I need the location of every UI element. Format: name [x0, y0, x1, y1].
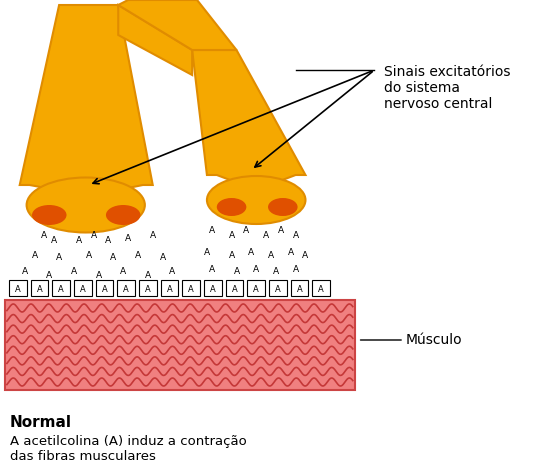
FancyBboxPatch shape [182, 280, 200, 296]
Text: A: A [31, 250, 37, 259]
Text: A: A [167, 284, 172, 293]
Text: A: A [254, 284, 259, 293]
FancyBboxPatch shape [312, 280, 330, 296]
Polygon shape [20, 5, 153, 195]
Text: A: A [145, 284, 151, 293]
FancyBboxPatch shape [96, 280, 113, 296]
Text: A: A [204, 247, 210, 256]
Text: A: A [229, 250, 235, 259]
Polygon shape [118, 5, 192, 75]
Text: A: A [22, 267, 28, 276]
FancyBboxPatch shape [30, 280, 48, 296]
Text: A: A [233, 267, 239, 276]
Text: A: A [288, 247, 294, 256]
Text: A: A [243, 226, 249, 235]
Text: A: A [15, 284, 21, 293]
Text: A: A [209, 226, 215, 235]
Text: A: A [46, 271, 52, 280]
Text: A: A [169, 267, 175, 276]
Text: A: A [232, 284, 237, 293]
Text: A: A [102, 284, 108, 293]
Ellipse shape [27, 177, 145, 233]
Text: A: A [120, 267, 126, 276]
Text: A: A [56, 254, 62, 263]
FancyBboxPatch shape [74, 280, 92, 296]
FancyBboxPatch shape [269, 280, 287, 296]
Ellipse shape [32, 205, 66, 225]
Text: A: A [253, 265, 259, 274]
Text: A: A [275, 284, 281, 293]
Text: A: A [41, 230, 47, 239]
Text: A: A [293, 265, 299, 274]
Text: A: A [76, 236, 82, 245]
Text: A: A [248, 247, 254, 256]
Text: A: A [91, 230, 97, 239]
FancyBboxPatch shape [52, 280, 70, 296]
Text: A: A [80, 284, 86, 293]
Text: A: A [188, 284, 194, 293]
FancyBboxPatch shape [161, 280, 178, 296]
Text: Sinais excitatórios
do sistema
nervoso central: Sinais excitatórios do sistema nervoso c… [384, 65, 511, 111]
Text: A: A [273, 267, 279, 276]
FancyBboxPatch shape [117, 280, 135, 296]
FancyBboxPatch shape [5, 300, 355, 390]
Text: A: A [135, 250, 141, 259]
Text: A: A [278, 226, 284, 235]
Text: A: A [210, 284, 216, 293]
Ellipse shape [217, 198, 247, 216]
Text: A: A [268, 250, 274, 259]
FancyBboxPatch shape [139, 280, 157, 296]
Text: A acetilcolina (A) induz a contração
das fibras musculares: A acetilcolina (A) induz a contração das… [10, 435, 247, 463]
Polygon shape [192, 50, 306, 188]
Text: A: A [318, 284, 324, 293]
Text: A: A [86, 250, 92, 259]
Text: A: A [96, 271, 102, 280]
Text: A: A [125, 234, 131, 243]
Text: Músculo: Músculo [406, 333, 463, 347]
Text: A: A [160, 254, 166, 263]
Text: A: A [229, 230, 235, 239]
FancyBboxPatch shape [9, 280, 27, 296]
Text: A: A [296, 284, 302, 293]
Text: A: A [110, 254, 116, 263]
Ellipse shape [106, 205, 141, 225]
Polygon shape [118, 0, 237, 50]
Text: Normal: Normal [10, 415, 72, 430]
Text: A: A [58, 284, 64, 293]
FancyBboxPatch shape [291, 280, 308, 296]
Text: A: A [150, 230, 156, 239]
Text: A: A [51, 236, 57, 245]
Ellipse shape [268, 198, 298, 216]
Text: A: A [36, 284, 42, 293]
FancyBboxPatch shape [226, 280, 243, 296]
Text: A: A [263, 230, 269, 239]
Text: A: A [293, 230, 299, 239]
FancyBboxPatch shape [204, 280, 222, 296]
Text: A: A [145, 271, 151, 280]
Text: A: A [123, 284, 129, 293]
FancyBboxPatch shape [248, 280, 265, 296]
Ellipse shape [207, 176, 306, 224]
Text: A: A [105, 236, 111, 245]
Text: A: A [71, 267, 77, 276]
Text: A: A [302, 250, 308, 259]
Text: A: A [209, 265, 215, 274]
